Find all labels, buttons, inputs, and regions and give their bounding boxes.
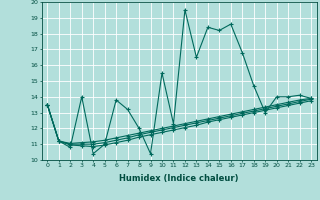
X-axis label: Humidex (Indice chaleur): Humidex (Indice chaleur): [119, 174, 239, 183]
